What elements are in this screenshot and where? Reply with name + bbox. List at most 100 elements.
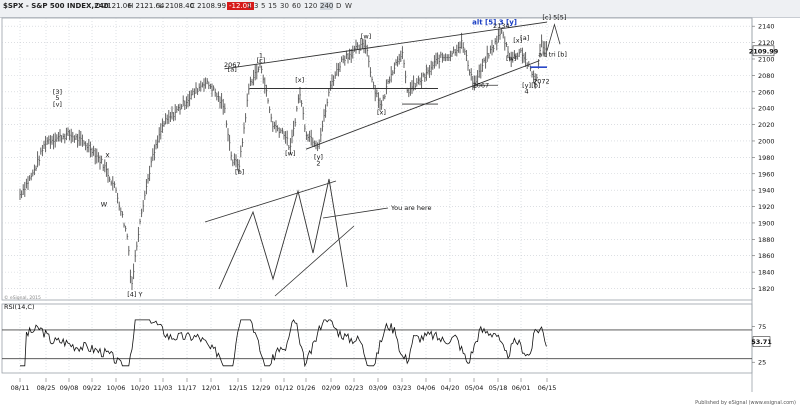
- timeframe-240[interactable]: 240: [320, 2, 334, 10]
- timeframe-daily[interactable]: D: [336, 2, 342, 10]
- wave-label: [y]: [314, 153, 323, 161]
- price-tick-label: 1960: [758, 170, 775, 178]
- date-tick-label: 04/06: [417, 384, 436, 392]
- price-tick-label: 2080: [758, 72, 775, 80]
- wave-label: [c]: [257, 56, 266, 64]
- date-tick-label: 09/22: [83, 384, 102, 392]
- price-tick-label: 1880: [758, 236, 775, 244]
- price-tick-label: 2000: [758, 137, 775, 145]
- wave-label: [a]: [228, 65, 237, 73]
- wave-label: [w]: [506, 55, 516, 63]
- date-tick-label: 01/26: [297, 384, 316, 392]
- date-tick-label: 11/17: [178, 384, 197, 392]
- timeframe-60[interactable]: 60: [292, 2, 301, 10]
- wave-label: 2: [316, 160, 320, 168]
- rsi-series: [20, 319, 547, 368]
- price-tick-label: 2140: [758, 23, 775, 31]
- wave-label: [x]: [513, 37, 522, 45]
- price-tick-label: 1860: [758, 252, 775, 260]
- timeframe-3[interactable]: 3: [254, 2, 259, 10]
- wave-label: [w]: [285, 150, 295, 158]
- date-tick-label: 06/01: [512, 384, 531, 392]
- timeframe-30[interactable]: 30: [280, 2, 289, 10]
- timeframe-120[interactable]: 120: [304, 2, 318, 10]
- schematic-lower-line: [274, 225, 355, 297]
- timeframe-weekly[interactable]: W: [345, 2, 352, 10]
- timeframe-5[interactable]: 5: [261, 2, 266, 10]
- price-tick-label: 1820: [758, 285, 775, 293]
- wave-label: [y]: [522, 82, 531, 90]
- last-rsi-label: 53.71: [751, 338, 772, 346]
- low-value: L 2108.40: [159, 2, 195, 10]
- price-tick-label: 1920: [758, 203, 775, 211]
- price-tick-label: 2020: [758, 121, 775, 129]
- date-tick-label: 03/09: [369, 384, 388, 392]
- you-are-here-pointer: [322, 207, 389, 219]
- footer-credit: Published by eSignal (www.esignal.com): [695, 400, 796, 406]
- wave-label: alt tri [b]: [538, 51, 567, 59]
- date-tick-label: 08/25: [37, 384, 56, 392]
- wave-label: [x]: [295, 76, 304, 84]
- date-tick-label: 12/01: [202, 384, 221, 392]
- wave-label: 2067: [224, 61, 241, 69]
- date-tick-label: 05/04: [465, 384, 484, 392]
- symbol-label[interactable]: $SPX - S&P 500 INDEX,240: [3, 2, 109, 10]
- trendline: [305, 60, 540, 150]
- wave-label: W: [101, 201, 108, 209]
- projection-path: [546, 23, 561, 51]
- triangle-schematic: [204, 178, 389, 297]
- rsi-tick-label: 25: [758, 359, 766, 367]
- high-value: H 2121.64: [128, 2, 165, 10]
- date-tick-label: 12/29: [252, 384, 271, 392]
- chart-toolbar: $SPX - S&P 500 INDEX,240 O 2121.06 H 212…: [0, 0, 800, 18]
- watermark: © eSignal, 2015: [4, 294, 41, 301]
- price-panel: [1, 17, 753, 301]
- wave-label: [c] 5[5]: [542, 14, 566, 22]
- wave-label: [x]: [377, 109, 386, 117]
- price-tick-label: 2060: [758, 88, 775, 96]
- wave-label: 2067: [473, 82, 490, 90]
- close-value: C 2108.99: [190, 2, 227, 10]
- wave-label: [b]: [531, 82, 540, 90]
- trendline: [224, 21, 548, 70]
- rsi-title: RSI(14,C): [4, 303, 35, 311]
- wave-label: [v]: [53, 101, 62, 109]
- date-tick-label: 01/12: [275, 384, 294, 392]
- last-rsi-box: [752, 336, 771, 347]
- last-price-label: 2109.99: [749, 47, 779, 55]
- wave-label: [w]: [361, 32, 371, 40]
- open-value: O 2121.06: [95, 2, 132, 10]
- timeframe-1[interactable]: 1: [247, 2, 252, 10]
- price-tick-label: 1980: [758, 154, 775, 162]
- wave-label: 2072: [533, 78, 550, 86]
- date-tick-label: 12/15: [229, 384, 248, 392]
- price-tick-label: 2040: [758, 105, 775, 113]
- wave-label: [b]: [235, 168, 244, 176]
- wave-label: 5: [55, 94, 59, 102]
- price-tick-label: 1840: [758, 269, 775, 277]
- price-tick-label: 2100: [758, 55, 775, 63]
- wave-label: [a]: [520, 34, 529, 42]
- schematic-upper-line: [204, 180, 337, 223]
- wave-label: X: [105, 151, 110, 159]
- date-tick-label: 10/06: [107, 384, 126, 392]
- rsi-panel: [1, 303, 753, 374]
- rsi-line: [20, 319, 547, 368]
- wave-label: 1: [259, 51, 263, 59]
- timeframe-15[interactable]: 15: [268, 2, 277, 10]
- last-price-box: [752, 45, 775, 57]
- date-tick-label: 02/09: [322, 384, 341, 392]
- wave-label: [4] Y: [127, 291, 142, 299]
- date-tick-label: 04/20: [441, 384, 460, 392]
- date-tick-label: 08/11: [11, 384, 30, 392]
- footer: [0, 400, 800, 406]
- date-tick-label: 06/15: [538, 384, 557, 392]
- date-tick-label: 11/03: [154, 384, 173, 392]
- price-bars: [19, 27, 548, 291]
- wave-label: 4: [525, 87, 529, 95]
- date-tick-label: 03/23: [393, 384, 412, 392]
- date-tick-label: 02/23: [345, 384, 364, 392]
- date-tick-label: 09/08: [60, 384, 79, 392]
- rsi-tick-label: 75: [758, 323, 766, 331]
